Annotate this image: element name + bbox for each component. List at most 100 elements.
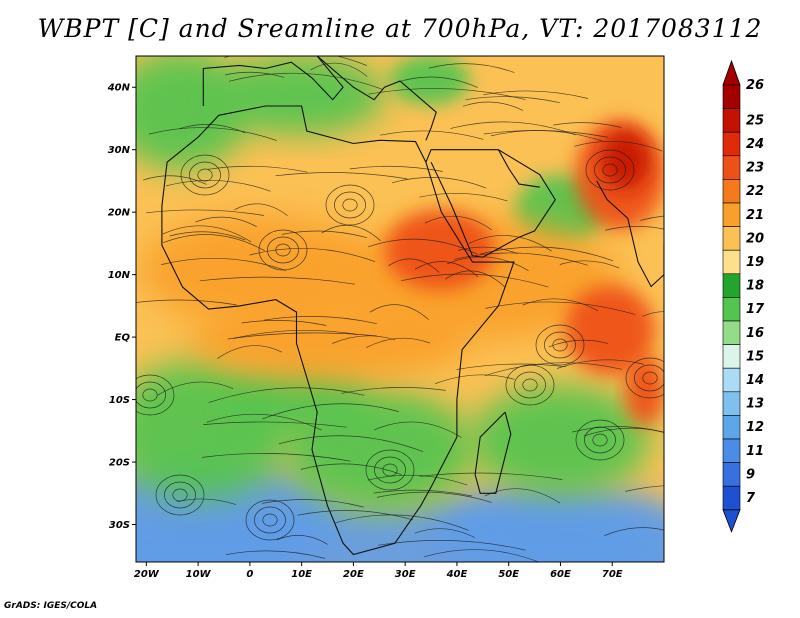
field-patch xyxy=(470,385,650,495)
grads-credit: GrADS: IGES/COLA xyxy=(4,601,98,611)
streamline xyxy=(234,203,288,216)
colorbar-swatch xyxy=(722,131,741,157)
field-patch xyxy=(430,485,664,562)
streamline xyxy=(462,101,524,111)
streamline-vortex xyxy=(172,488,188,502)
streamline xyxy=(559,260,620,269)
streamline xyxy=(468,235,552,252)
streamline-vortex xyxy=(552,338,568,352)
streamline xyxy=(391,177,487,189)
streamline xyxy=(424,215,492,231)
streamline xyxy=(485,301,636,315)
streamline xyxy=(206,413,322,431)
streamline xyxy=(376,491,492,503)
colorbar-swatch xyxy=(722,438,741,463)
colorbar: 26 25 24 23 22 21 20 19 18 17 16 15 14 13 12 11 9 7 xyxy=(722,59,765,533)
colorbar-label: 23 xyxy=(746,161,764,176)
lat-tick-label: 40N xyxy=(107,83,131,94)
streamline-vortex xyxy=(544,331,576,359)
colorbar-label: 25 xyxy=(746,113,764,128)
streamline xyxy=(233,329,358,339)
colorbar-swatch xyxy=(722,391,741,416)
plot-area xyxy=(136,56,664,562)
colorbar-min-arrow xyxy=(722,509,741,533)
colorbar-swatch xyxy=(722,84,741,109)
streamline xyxy=(642,311,664,317)
streamline xyxy=(261,499,364,508)
lon-tick-label: 10E xyxy=(291,569,312,580)
colorbar-label: 19 xyxy=(746,255,764,270)
streamline-vortex xyxy=(584,426,616,454)
streamline xyxy=(374,421,462,438)
streamline xyxy=(161,257,287,271)
colorbar-label: 18 xyxy=(746,279,764,294)
streamline xyxy=(300,463,402,476)
streamline xyxy=(341,387,446,394)
lat-tick-label: 30S xyxy=(109,520,130,531)
colorbar-label: 17 xyxy=(746,302,765,317)
colorbar-label: 14 xyxy=(746,373,764,388)
lat-tick-label: 30N xyxy=(108,145,131,156)
streamline-vortex xyxy=(142,388,158,402)
streamline xyxy=(199,276,355,285)
wbpt-shaded-field xyxy=(136,56,664,562)
colorbar-swatch xyxy=(722,226,741,251)
colorbar-label: 11 xyxy=(746,444,764,459)
streamline xyxy=(261,403,399,420)
lon-tick-label: 60E xyxy=(550,569,571,580)
streamline xyxy=(414,261,479,277)
colorbar-swatch xyxy=(722,202,741,227)
field-patch xyxy=(215,56,385,135)
streamline xyxy=(227,332,377,340)
streamline xyxy=(604,226,664,231)
coastline xyxy=(497,149,540,188)
streamline xyxy=(456,363,567,370)
streamline xyxy=(367,474,468,486)
colorbar-swatch xyxy=(722,297,741,322)
field-patch xyxy=(565,285,655,375)
streamline xyxy=(604,527,664,537)
streamline xyxy=(434,374,515,385)
streamline xyxy=(548,339,609,348)
streamline xyxy=(401,273,549,288)
streamline xyxy=(335,514,469,531)
streamline-vortex xyxy=(514,371,546,399)
streamline xyxy=(217,345,283,359)
streamline xyxy=(450,121,576,136)
streamline xyxy=(484,362,622,377)
streamline xyxy=(310,62,368,77)
colorbar-label: 13 xyxy=(746,397,764,412)
colorbar-swatch xyxy=(722,179,741,204)
colorbar-label: 16 xyxy=(746,326,764,341)
field-patch xyxy=(600,130,650,190)
streamline-vortex xyxy=(585,149,635,191)
streamline xyxy=(142,175,207,185)
streamline xyxy=(225,71,285,78)
coastline xyxy=(474,411,512,494)
colorbar-swatch xyxy=(722,415,741,440)
map-title: WBPT [C] and Sreamline at 700hPa, VT: 20… xyxy=(37,14,763,43)
streamline xyxy=(369,304,429,320)
lon-tick-label: 0 xyxy=(246,569,253,580)
streamline xyxy=(458,246,518,254)
colorbar-max-arrow xyxy=(722,59,741,86)
streamline xyxy=(278,435,424,453)
colorbar-label: 20 xyxy=(746,231,764,246)
streamline xyxy=(169,231,246,241)
lat-tick-label: 10S xyxy=(109,395,130,406)
colorbar-swatch xyxy=(722,249,741,275)
streamline xyxy=(367,238,478,255)
colorbar-label: 15 xyxy=(746,349,764,364)
streamline xyxy=(419,192,508,202)
streamline xyxy=(276,535,328,545)
colorbar-label: 12 xyxy=(746,420,764,435)
colorbar-swatch xyxy=(722,367,741,393)
field-patch xyxy=(140,215,380,325)
streamline xyxy=(281,230,368,239)
colorbar-swatch xyxy=(722,320,741,345)
streamline-vortex xyxy=(365,449,415,491)
streamline-vortex xyxy=(325,184,375,226)
lat-tick-label: EQ xyxy=(115,333,131,344)
streamline xyxy=(640,215,664,221)
colorbar-swatch xyxy=(722,462,741,487)
